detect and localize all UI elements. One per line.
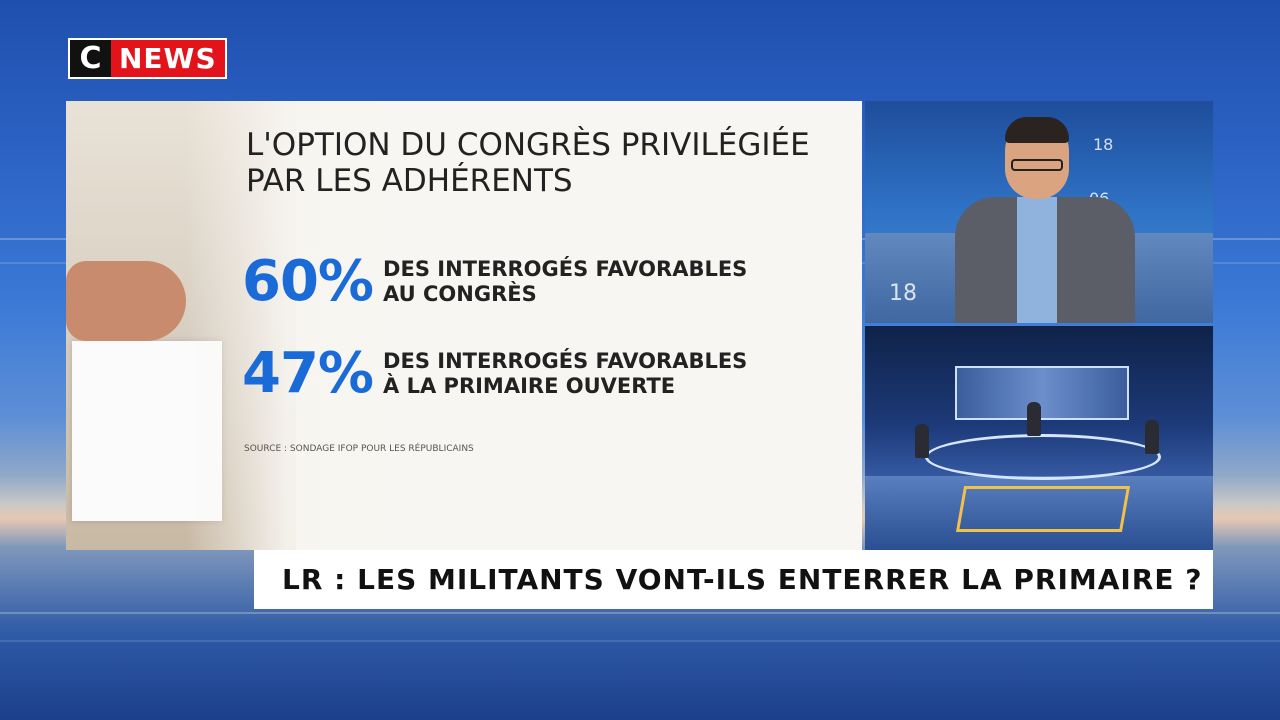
stat-label-line-1: DES INTERROGÉS FAVORABLES <box>383 256 748 281</box>
stat-congres: 60% DES INTERROGÉS FAVORABLES AU CONGRÈS <box>242 249 747 314</box>
infographic-title: L'OPTION DU CONGRÈS PRIVILÉGIÉE PAR LES … <box>246 127 810 199</box>
presenter-figure <box>1027 402 1041 436</box>
logo-c: C <box>70 40 111 77</box>
guest-figure <box>915 424 929 458</box>
guest-camera-view: 18 06 18 <box>865 101 1213 323</box>
stat-primaire: 47% DES INTERROGÉS FAVORABLES À LA PRIMA… <box>242 341 747 406</box>
studio-desk <box>925 434 1161 480</box>
stat-percent: 47% <box>242 341 374 406</box>
headline-text: LR : LES MILITANTS VONT-ILS ENTERRER LA … <box>282 563 1203 596</box>
stat-percent: 60% <box>242 249 374 314</box>
glasses <box>1011 159 1063 171</box>
studio-screen <box>955 366 1129 420</box>
headline-banner: LR : LES MILITANTS VONT-ILS ENTERRER LA … <box>254 550 1213 609</box>
logo-news: NEWS <box>111 40 225 77</box>
stat-label-line-2: AU CONGRÈS <box>383 281 537 306</box>
backdrop-number: 18 <box>889 281 917 306</box>
studio-wide-view <box>865 326 1213 550</box>
backdrop-number: 18 <box>1093 135 1114 154</box>
title-line-2: PAR LES ADHÉRENTS <box>246 163 573 199</box>
stat-label-line-1: DES INTERROGÉS FAVORABLES <box>383 348 748 373</box>
source-note: SOURCE : SONDAGE IFOP POUR LES RÉPUBLICA… <box>244 444 474 454</box>
cnews-logo: C NEWS <box>68 38 227 79</box>
infographic-panel: L'OPTION DU CONGRÈS PRIVILÉGIÉE PAR LES … <box>66 101 862 550</box>
hand-image <box>66 261 186 341</box>
guest-person <box>955 117 1135 323</box>
stat-label-line-2: À LA PRIMAIRE OUVERTE <box>383 373 676 398</box>
title-line-1: L'OPTION DU CONGRÈS PRIVILÉGIÉE <box>246 127 810 163</box>
guest-figure <box>1145 420 1159 454</box>
